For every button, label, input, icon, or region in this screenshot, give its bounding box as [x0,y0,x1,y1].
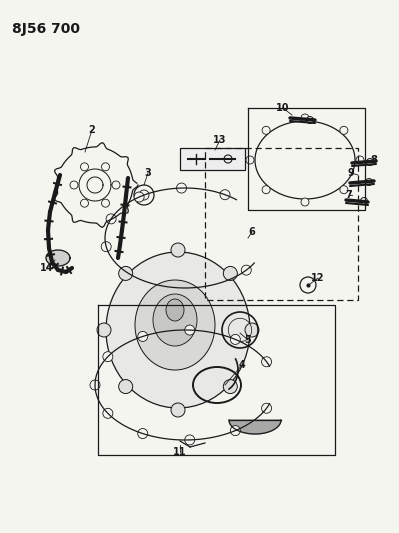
Text: 13: 13 [213,135,227,145]
Circle shape [185,325,195,335]
Circle shape [262,357,272,367]
Circle shape [159,281,169,292]
Circle shape [246,156,254,164]
Circle shape [230,425,240,435]
Circle shape [97,323,111,337]
Circle shape [103,408,113,418]
Ellipse shape [166,299,184,321]
Text: 14: 14 [40,263,54,273]
Circle shape [301,114,309,122]
Circle shape [139,190,149,200]
Text: 5: 5 [245,335,251,345]
Circle shape [223,266,237,280]
Text: 3: 3 [144,168,151,178]
Circle shape [81,199,89,207]
Circle shape [340,126,348,134]
Circle shape [90,380,100,390]
Circle shape [81,163,89,171]
Circle shape [204,281,214,290]
Circle shape [241,265,251,275]
Ellipse shape [135,280,215,370]
Text: 8: 8 [371,155,377,165]
Circle shape [220,190,230,200]
Ellipse shape [153,294,197,346]
Circle shape [306,117,314,124]
Circle shape [245,323,259,337]
Text: 4: 4 [239,360,245,370]
Text: 12: 12 [311,273,325,283]
Bar [180,148,245,170]
Circle shape [185,435,195,445]
Circle shape [367,158,373,166]
Text: 7: 7 [346,190,352,200]
Circle shape [230,334,240,344]
Circle shape [121,267,131,277]
Circle shape [223,379,237,393]
Circle shape [176,183,186,193]
Circle shape [262,403,272,413]
Circle shape [112,181,120,189]
Circle shape [101,199,109,207]
Circle shape [301,198,309,206]
Text: 8J56 700: 8J56 700 [12,22,80,36]
Circle shape [119,266,133,280]
Circle shape [101,241,111,252]
Circle shape [119,379,133,393]
Text: 9: 9 [348,168,354,178]
Polygon shape [46,250,70,266]
Polygon shape [229,420,281,434]
Circle shape [356,156,364,164]
Circle shape [171,403,185,417]
Circle shape [103,352,113,362]
Circle shape [106,214,116,224]
Text: 2: 2 [89,125,95,135]
Text: 11: 11 [173,447,187,457]
Circle shape [70,181,78,189]
Ellipse shape [106,252,250,408]
Circle shape [101,163,109,171]
Circle shape [138,429,148,439]
Circle shape [134,192,144,202]
Circle shape [138,332,148,342]
Circle shape [300,277,316,293]
Circle shape [134,185,154,205]
Circle shape [171,243,185,257]
Circle shape [365,179,373,185]
Circle shape [340,185,348,193]
Text: 10: 10 [276,103,290,113]
Text: 6: 6 [249,227,255,237]
Circle shape [262,185,270,193]
Circle shape [361,198,367,205]
Circle shape [262,126,270,134]
